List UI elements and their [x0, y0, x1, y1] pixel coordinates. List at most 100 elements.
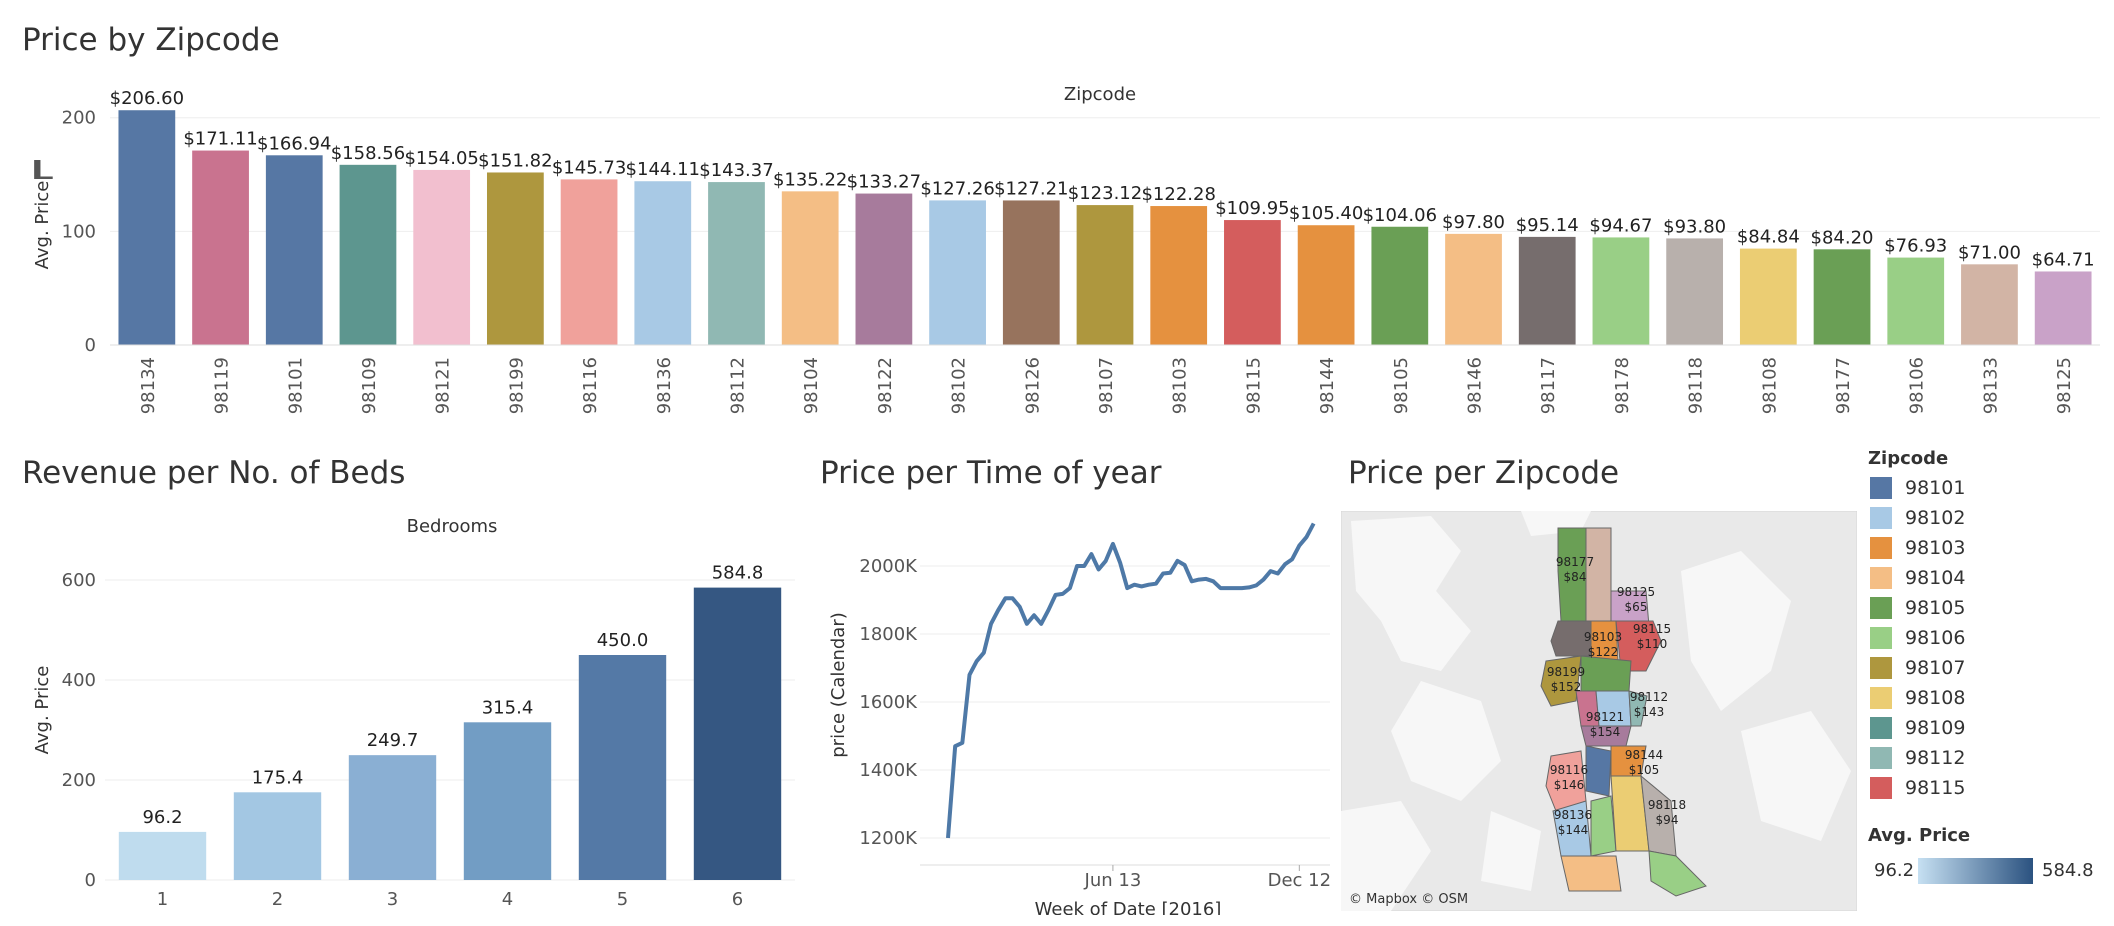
legend-label: 98105 [1905, 597, 1966, 619]
map-label-price: $144 [1558, 823, 1589, 837]
map-label-price: $110 [1637, 637, 1668, 651]
y-axis-label: Avg. Price [32, 181, 53, 270]
bar-98118 [1666, 238, 1724, 345]
bar-98115 [1224, 220, 1281, 345]
x-tick-label: 98177 [1833, 357, 1854, 414]
y-tick-label: 1200K [859, 828, 918, 849]
x-tick-label: 98125 [2054, 357, 2075, 414]
bar-98144 [1297, 225, 1355, 345]
legend-item-98109[interactable]: 98109 [1870, 717, 1965, 739]
legend-swatch [1870, 657, 1892, 679]
bar-98199 [486, 172, 544, 345]
map-label-zip: 98118 [1648, 798, 1686, 812]
legend-label: 98102 [1905, 507, 1966, 529]
map-label-price: $143 [1634, 705, 1665, 719]
bar-bedrooms-4 [463, 722, 552, 880]
title-price-per-zipcode-map: Price per Zipcode [1348, 455, 1620, 491]
map-label-price: $152 [1551, 680, 1582, 694]
legend-label: 98101 [1905, 477, 1966, 499]
legend-item-98106[interactable]: 98106 [1870, 627, 1965, 649]
map-label-zip: 98116 [1550, 763, 1588, 777]
x-tick-label: 2 [272, 889, 283, 910]
bar-98107 [1076, 205, 1134, 345]
bar-98121 [413, 169, 471, 345]
x-tick-label: 98146 [1465, 357, 1486, 414]
time-line-chart: 1200K 1400K 1600K 1800K 2000K price (Calendar… [828, 522, 1331, 915]
bar-value-label: 175.4 [252, 767, 304, 788]
y-tick-label: 1400K [859, 760, 918, 781]
bar-value-label: $105.40 [1289, 203, 1363, 224]
chart-header: Bedrooms [407, 516, 498, 537]
legend-swatch [1870, 537, 1892, 559]
bar-value-label: $127.26 [920, 178, 994, 199]
bar-98178 [1592, 237, 1650, 345]
legend-item-98112[interactable]: 98112 [1870, 747, 1965, 769]
bar-value-label: $171.11 [183, 129, 257, 150]
bar-98102 [929, 200, 986, 345]
map-label-zip: 98136 [1554, 808, 1592, 822]
y-tick-label: 0 [85, 335, 96, 356]
x-tick-label: 6 [732, 889, 743, 910]
legend-swatch [1870, 597, 1892, 619]
bar-98101 [265, 155, 323, 345]
legend-item-98101[interactable]: 98101 [1870, 477, 1965, 499]
x-tick-label: 98118 [1686, 357, 1707, 414]
x-tick-label: 98105 [1391, 357, 1412, 414]
map-label-price: $154 [1590, 725, 1621, 739]
map-label-price: $146 [1554, 778, 1585, 792]
map-label-zip: 98121 [1586, 710, 1624, 724]
x-tick-label: 98109 [359, 357, 380, 414]
x-axis-label: Week of Date [2016] [1035, 899, 1222, 915]
x-tick-label: 98106 [1907, 357, 1928, 414]
legend-label: 98108 [1905, 687, 1966, 709]
legend-swatch [1870, 687, 1892, 709]
bar-98146 [1445, 233, 1502, 345]
bar-value-label: 249.7 [367, 730, 419, 751]
x-tick-label: 98121 [433, 357, 454, 414]
zipcode-map[interactable]: 98177$8498125$6598115$11098103$12298199$… [1341, 511, 1857, 911]
color-legend-gradient [1918, 858, 2033, 884]
bar-98106 [1887, 257, 1945, 345]
bar-value-label: 584.8 [712, 563, 764, 584]
axis-sort-icon: ▐▁ [28, 159, 53, 179]
legend-item-98102[interactable]: 98102 [1870, 507, 1965, 529]
legend-item-98104[interactable]: 98104 [1870, 567, 1965, 589]
map-labels: 98177$8498125$6598115$11098103$12298199$… [1547, 555, 1686, 837]
legend-item-98107[interactable]: 98107 [1870, 657, 1965, 679]
legend-swatch [1870, 477, 1892, 499]
legend-item-98115[interactable]: 98115 [1870, 777, 1965, 799]
x-tick-label: 98104 [801, 357, 822, 414]
legend-swatch [1870, 567, 1892, 589]
map-label-zip: 98112 [1630, 690, 1668, 704]
x-tick-label: 98134 [138, 357, 159, 414]
price-line [946, 522, 1316, 839]
bar-value-label: $94.67 [1589, 215, 1652, 236]
x-tick-label: 98126 [1022, 357, 1043, 414]
bar-98177 [1813, 249, 1871, 345]
x-tick-label: 98103 [1170, 357, 1191, 414]
bar-98134 [118, 110, 176, 346]
bar-value-label: $133.27 [847, 172, 921, 193]
bar-value-label: $97.80 [1442, 212, 1505, 233]
map-label-price: $84 [1564, 570, 1587, 584]
title-revenue-per-beds: Revenue per No. of Beds [22, 455, 406, 491]
y-tick-label: 100 [62, 221, 96, 242]
bar-value-label: $166.94 [257, 133, 331, 154]
x-tick-label: 3 [387, 889, 398, 910]
legend-label: 98112 [1905, 747, 1966, 769]
bar-98116 [560, 179, 618, 345]
legend-item-98105[interactable]: 98105 [1870, 597, 1965, 619]
bar-value-label: $71.00 [1958, 242, 2021, 263]
bar-value-label: $145.73 [552, 157, 626, 178]
legend-label: 98107 [1905, 657, 1966, 679]
legend-label: 98104 [1905, 567, 1966, 589]
legend-item-98103[interactable]: 98103 [1870, 537, 1965, 559]
y-tick-label: 400 [62, 670, 96, 691]
y-tick-label: 2000K [859, 556, 918, 577]
dashboard-title-price-by-zipcode: Price by Zipcode [22, 22, 280, 58]
bar-value-label: $127.21 [994, 178, 1068, 199]
map-credits: © Mapbox © OSM [1349, 892, 1468, 907]
bar-98117 [1518, 236, 1576, 345]
legend-item-98108[interactable]: 98108 [1870, 687, 1965, 709]
bar-98125 [2034, 271, 2092, 345]
